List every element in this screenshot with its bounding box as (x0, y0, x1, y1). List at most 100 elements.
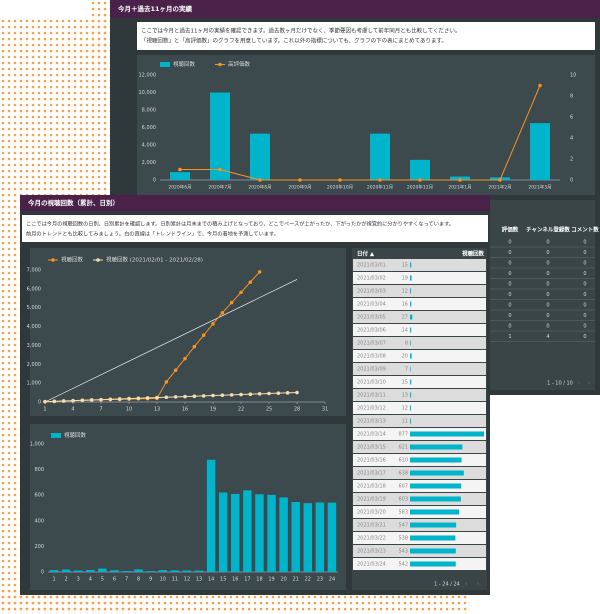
cell: 2021/03/13 (357, 419, 386, 425)
chart-panel (137, 55, 595, 195)
cell: 2021/03/04 (357, 302, 386, 308)
cell: 2021/03/07 (357, 341, 386, 347)
description: 「視聴回数」と「高評価数」のグラフを用意しています。これ以外の指標についても、グ… (141, 37, 447, 45)
table-bar (410, 470, 464, 476)
point (211, 322, 215, 326)
bar (122, 570, 131, 572)
x-tick-label: 2020年8月 (248, 184, 271, 191)
cell: 11 (402, 419, 408, 425)
cell: 2021/03/24 (357, 562, 386, 568)
description: 前月のトレンドとも比較してみましょう。白の直線は「トレンドライン」で、今月の着地… (26, 230, 279, 238)
cell: 0 (508, 303, 511, 309)
cell: 543 (398, 549, 408, 555)
y-tick-label: 800 (34, 467, 44, 473)
point (52, 399, 57, 404)
point (295, 390, 299, 395)
cell: 0 (546, 292, 549, 298)
point (80, 398, 85, 403)
table-bar (410, 496, 461, 502)
cell: 542 (398, 562, 408, 568)
cell: 0 (546, 261, 549, 267)
y-tick-label: 1,000 (30, 442, 44, 448)
cell: 0 (583, 282, 586, 288)
trendline (44, 279, 298, 403)
point (276, 391, 281, 395)
y-tick-label: 7,000 (27, 268, 41, 274)
legend-swatch (218, 62, 222, 67)
cell: 2021/03/23 (357, 549, 386, 555)
y-tick-label: 400 (34, 518, 44, 524)
bar (315, 502, 325, 572)
table-bar (410, 262, 412, 268)
point (201, 333, 206, 338)
point (192, 344, 197, 349)
bar (410, 159, 430, 180)
cell: 0 (508, 282, 511, 288)
row-bg (353, 389, 486, 401)
row-bg (353, 324, 486, 336)
point (248, 280, 253, 284)
point (211, 393, 215, 398)
y-tick-label: 3,000 (27, 343, 41, 349)
cell: 2021/03/08 (357, 354, 386, 360)
pager-prev: ‹ (465, 581, 467, 588)
y-tick-label: 0 (153, 178, 156, 184)
table-bar (410, 353, 412, 359)
cell: 0 (583, 292, 586, 298)
table-bar (410, 431, 484, 437)
point (218, 167, 222, 172)
table-bar (410, 561, 456, 567)
x-tick-label: 10 (126, 407, 132, 413)
cell: 2021/03/22 (357, 536, 386, 542)
bar (206, 459, 216, 572)
point (257, 270, 262, 274)
y-tick-label: 8 (570, 94, 573, 100)
cell: 8 (405, 341, 408, 347)
x-tick-label: 12 (184, 577, 190, 583)
cell: 12 (402, 406, 408, 412)
x-tick-label: 4 (71, 407, 74, 413)
cell: 0 (508, 271, 511, 277)
cell: 19 (402, 276, 408, 282)
bar (170, 172, 190, 180)
bar (279, 497, 288, 572)
column-header: 視聴回数 (461, 250, 485, 258)
bar (182, 570, 192, 572)
point (155, 395, 159, 400)
cell: 0 (546, 324, 549, 330)
row-bg (353, 298, 486, 310)
cell: 638 (398, 471, 408, 477)
cell: 20 (402, 354, 408, 360)
table-bar (410, 522, 457, 528)
cell: 0 (546, 282, 549, 288)
cell: 0 (583, 261, 586, 267)
table-bar (410, 535, 456, 541)
y-tick-label: 5,000 (27, 305, 41, 311)
x-tick-label: 28 (294, 407, 300, 413)
row-bg (353, 376, 486, 388)
y-tick-label: 0 (38, 400, 41, 406)
cell: 2021/03/15 (357, 445, 386, 451)
point (43, 399, 47, 404)
bar (370, 133, 390, 180)
point (267, 391, 271, 396)
line (44, 391, 298, 403)
pager-prev: ‹ (578, 380, 580, 387)
point (201, 394, 206, 398)
y-tick-label: 4,000 (142, 143, 156, 149)
y-tick-label: 0 (41, 570, 44, 576)
y-tick-label: 12,000 (139, 73, 157, 79)
cell: 16 (402, 302, 408, 308)
point (229, 300, 234, 305)
chart-panel (30, 248, 346, 416)
point (136, 396, 141, 401)
x-tick-label: 2020年9月 (288, 184, 311, 191)
x-tick-label: 5 (101, 577, 104, 583)
point (183, 394, 187, 399)
cell: 0 (546, 240, 549, 246)
bar (61, 569, 71, 572)
cell: 2021/03/05 (357, 315, 386, 321)
row-bg (353, 259, 486, 271)
x-tick-label: 19 (210, 407, 216, 413)
x-tick-label: 9 (149, 577, 152, 583)
